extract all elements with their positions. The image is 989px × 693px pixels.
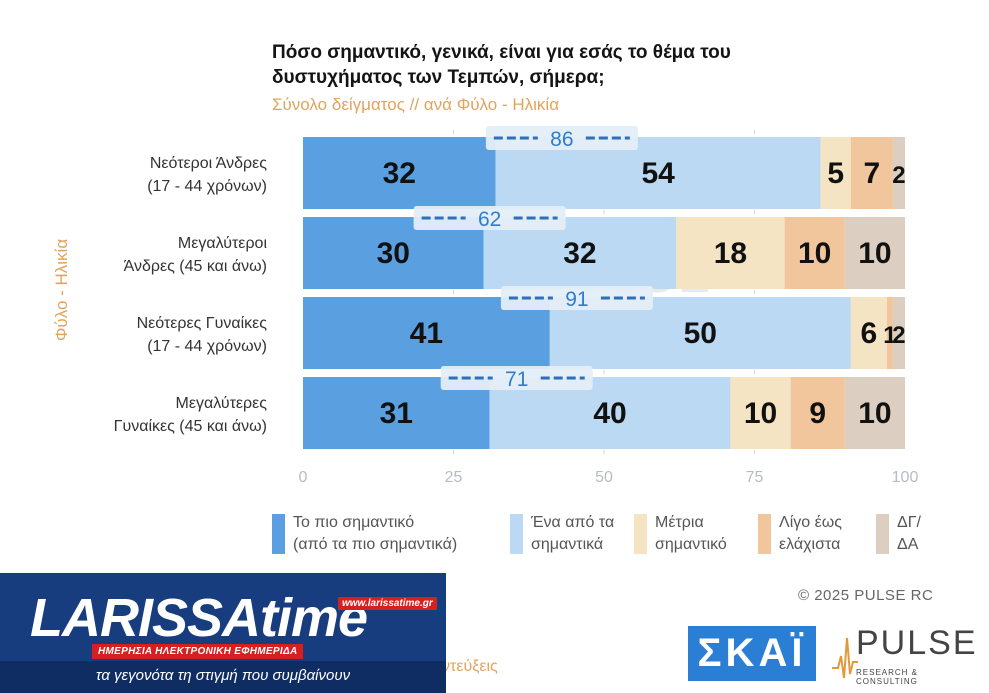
- category-label: (17 - 44 χρόνων): [147, 178, 267, 195]
- category-label: Νεότερες Γυναίκες: [137, 315, 268, 332]
- bar-value-label: 30: [377, 237, 410, 270]
- bar-value-label: 10: [858, 237, 891, 270]
- larissatime-banner[interactable]: LARISSAtime www.larissatime.gr ΗΜΕΡΗΣΙΑ …: [0, 573, 446, 693]
- chart-legend: Το πιο σημαντικό (από τα πιο σημαντικά) Έν…: [272, 512, 972, 562]
- bar-segment: [790, 377, 845, 449]
- legend-swatch: [876, 514, 889, 554]
- bar-segment: [844, 377, 905, 449]
- legend-swatch: [272, 514, 285, 554]
- category-label: Γυναίκες (45 και άνω): [114, 418, 267, 435]
- bar-value-label: 5: [827, 157, 844, 190]
- total-pill: [500, 286, 653, 310]
- category-label: Μεγαλύτερες: [176, 395, 268, 412]
- pulse-wave-icon: [832, 637, 858, 679]
- x-tick-label: 75: [746, 469, 764, 486]
- total-value-label: 62: [478, 208, 501, 231]
- bar-value-label: 50: [684, 317, 717, 350]
- x-tick-label: 25: [445, 469, 463, 486]
- bar-value-label: 32: [563, 237, 596, 270]
- bar-segment: [676, 217, 785, 289]
- legend-label: ΔΓ/ΔΑ: [897, 514, 921, 553]
- total-pill: [413, 206, 566, 230]
- category-label: Άνδρες (45 και άνω): [124, 258, 267, 275]
- total-value-label: 86: [550, 128, 573, 151]
- total-pill: [440, 366, 593, 390]
- total-pill: [485, 126, 638, 150]
- bar-value-label: 32: [383, 157, 416, 190]
- bar-segment: [844, 217, 905, 289]
- bar-value-label: 10: [744, 397, 777, 430]
- chart-subtitle: Σύνολο δείγματος // ανά Φύλο - Ηλικία: [272, 95, 560, 114]
- bar-segment: [303, 137, 496, 209]
- bar-value-label: 54: [641, 157, 675, 190]
- legend-swatch: [510, 514, 523, 554]
- category-label: Νεότεροι Άνδρες: [150, 155, 267, 172]
- bar-value-label: 41: [410, 317, 443, 350]
- x-tick-label: 50: [595, 469, 613, 486]
- legend-item: Ένα από τα σημαντικά: [510, 512, 614, 556]
- bar-segment: [850, 297, 887, 369]
- legend-swatch: [758, 514, 771, 554]
- legend-item: Λίγο έως ελάχιστα: [758, 512, 842, 556]
- total-value-label: 71: [505, 368, 528, 391]
- bar-value-label: 10: [858, 397, 891, 430]
- bar-value-label: 6: [861, 317, 878, 350]
- bar-value-label: 2: [892, 162, 905, 189]
- bar-segment: [886, 297, 893, 369]
- total-value-label: 91: [565, 288, 588, 311]
- bar-value-label: 2: [892, 322, 905, 349]
- banner-tagline: τα γεγονότα τη στιγμή που συμβαίνουν: [95, 667, 351, 684]
- stacked-bar-chart: PULSE3254572Νεότεροι Άνδρες(17 - 44 χρόν…: [114, 126, 919, 486]
- bar-value-label: 40: [593, 397, 626, 430]
- legend-label: Ένα από τα σημαντικά: [531, 514, 615, 553]
- bar-value-label: 9: [809, 397, 826, 430]
- bar-segment: [784, 217, 845, 289]
- legend-item: Μέτρια σημαντικό: [634, 512, 727, 556]
- x-tick-label: 100: [892, 469, 919, 486]
- chart-title: Πόσο σημαντικό, γενικά, είναι για εσάς τ…: [272, 42, 731, 88]
- pulse-logo: PULSE RESEARCH & CONSULTING: [832, 624, 978, 686]
- x-tick-label: 0: [299, 469, 308, 486]
- legend-item: Το πιο σημαντικό (από τα πιο σημαντικά): [272, 512, 457, 556]
- bar-value-label: 7: [864, 157, 881, 190]
- category-label: (17 - 44 χρόνων): [147, 338, 267, 355]
- banner-tagline-band: [0, 661, 446, 693]
- copyright-text: © 2025 PULSE RC: [798, 587, 934, 604]
- category-label: Μεγαλύτεροι: [178, 235, 268, 252]
- bar-segment: [730, 377, 791, 449]
- skai-logo: ΣΚΑΪ: [688, 626, 816, 681]
- bar-segment: [892, 297, 905, 369]
- partial-footer-text: ντεύξεις: [442, 658, 498, 675]
- legend-label: Λίγο έως ελάχιστα: [779, 514, 842, 553]
- banner-url[interactable]: www.larissatime.gr: [338, 597, 437, 610]
- bar-segment: [850, 137, 893, 209]
- bar-segment: [820, 137, 851, 209]
- banner-red-label: ΗΜΕΡΗΣΙΑ ΗΛΕΚΤΡΟΝΙΚΗ ΕΦΗΜΕΡΙΔΑ: [92, 644, 304, 659]
- bar-value-label: 18: [714, 237, 747, 270]
- pulse-logo-word: PULSE: [856, 624, 978, 662]
- legend-label: Το πιο σημαντικό (από τα πιο σημαντικά): [293, 514, 458, 553]
- bar-value-label: 10: [798, 237, 831, 270]
- bar-segment: [892, 137, 905, 209]
- pulse-logo-subtitle: RESEARCH & CONSULTING: [856, 668, 919, 686]
- legend-item: ΔΓ/ΔΑ: [876, 512, 921, 556]
- bar-value-label: 31: [380, 397, 413, 430]
- banner-brand: LARISSAtime: [30, 588, 368, 648]
- legend-swatch: [634, 514, 647, 554]
- legend-label: Μέτρια σημαντικό: [655, 514, 727, 553]
